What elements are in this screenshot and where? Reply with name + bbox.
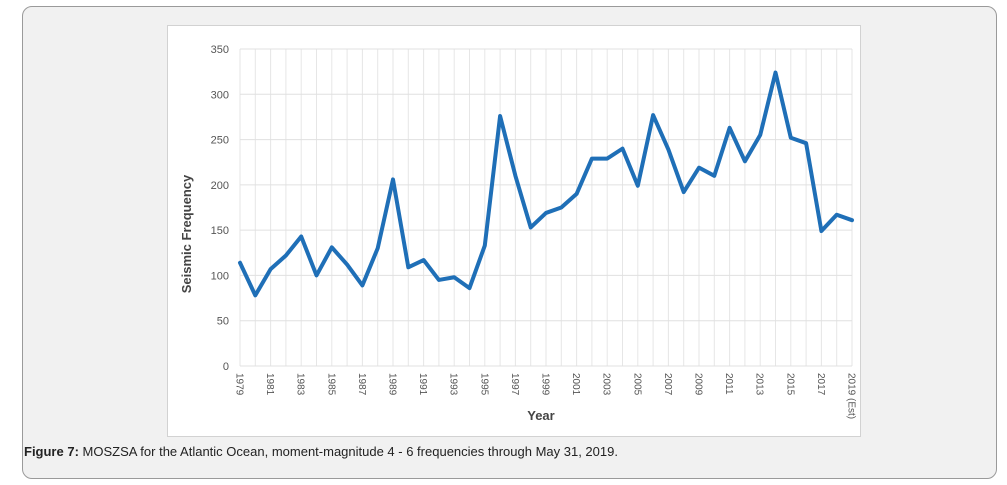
y-tick-label: 250 <box>211 135 229 147</box>
data-point <box>376 247 379 250</box>
y-axis-label: Seismic Frequency <box>179 174 194 293</box>
x-tick-label: 1985 <box>325 373 336 396</box>
x-tick-label: 1995 <box>478 373 489 396</box>
data-point <box>790 136 792 139</box>
x-tick-label: 2013 <box>754 373 765 396</box>
data-point <box>392 178 394 181</box>
data-point <box>851 219 853 221</box>
data-point <box>545 212 547 214</box>
data-point <box>820 230 823 232</box>
data-point <box>514 175 517 177</box>
data-point <box>407 266 410 269</box>
y-tick-label: 300 <box>211 89 229 101</box>
x-tick-label: 1983 <box>295 373 306 396</box>
x-tick-label: 1981 <box>264 373 275 396</box>
x-tick-label: 1993 <box>448 373 459 396</box>
x-tick-label: 2003 <box>601 373 612 396</box>
data-point <box>269 268 272 270</box>
y-tick-label: 0 <box>223 361 229 373</box>
x-tick-label: 2005 <box>631 373 642 396</box>
data-point <box>652 114 654 116</box>
x-tick-label: 2011 <box>723 373 734 395</box>
x-axis-label: Year <box>527 408 554 423</box>
data-point <box>499 115 501 117</box>
x-tick-label: 1999 <box>540 373 551 396</box>
data-point <box>575 193 578 195</box>
data-point <box>805 142 807 144</box>
data-point <box>422 259 425 261</box>
x-tick-label: 1991 <box>417 373 428 396</box>
y-tick-label: 50 <box>217 316 229 328</box>
y-tick-label: 200 <box>211 180 229 192</box>
data-point <box>300 235 302 238</box>
data-point <box>637 184 639 187</box>
x-tick-label: 2019 (Est) <box>846 373 857 419</box>
data-point <box>728 126 731 129</box>
x-tick-label: 2001 <box>570 373 581 396</box>
x-tick-label: 2009 <box>693 373 704 396</box>
y-tick-labels: 0 50 100 150 200 250 300 350 <box>211 44 229 373</box>
x-tick-label: 1997 <box>509 373 520 396</box>
data-point <box>682 191 685 193</box>
data-point <box>239 261 241 264</box>
y-tick-label: 150 <box>211 225 229 237</box>
grid-layer <box>239 48 853 367</box>
x-tick-label: 2017 <box>815 373 826 396</box>
data-point <box>606 157 608 160</box>
caption-label: Figure 7: <box>24 444 79 459</box>
data-point <box>285 254 287 257</box>
caption-text: MOSZSA for the Atlantic Ocean, moment-ma… <box>78 444 618 459</box>
data-point <box>621 147 624 150</box>
data-point <box>744 160 746 163</box>
data-point <box>315 274 318 277</box>
data-point <box>361 284 364 287</box>
x-tick-label: 2007 <box>662 373 673 396</box>
data-point <box>484 244 486 247</box>
data-point <box>453 276 456 279</box>
data-point <box>468 287 471 289</box>
figure-caption: Figure 7: MOSZSA for the Atlantic Ocean,… <box>24 444 618 459</box>
data-point <box>254 294 257 297</box>
data-point <box>713 175 716 177</box>
data-point <box>438 279 440 281</box>
x-tick-label: 1987 <box>356 373 367 396</box>
series-layer <box>238 70 854 298</box>
data-point <box>560 206 563 209</box>
chart-panel: 0 50 100 150 200 250 300 350 1979 1981 1983 1985 19… <box>167 25 861 437</box>
data-point <box>774 71 777 74</box>
data-point <box>835 213 838 216</box>
x-tick-label: 1989 <box>387 373 398 396</box>
data-point <box>698 166 700 169</box>
x-tick-label: 2015 <box>784 373 795 396</box>
data-point <box>529 226 532 229</box>
data-point <box>667 148 670 151</box>
y-tick-label: 350 <box>211 44 229 56</box>
data-point <box>346 263 348 266</box>
x-tick-label: 1979 <box>234 373 245 396</box>
x-tick-labels: 1979 1981 1983 1985 1987 1989 1991 1993 1995 1997… <box>234 373 857 419</box>
data-point <box>591 157 593 160</box>
y-tick-label: 100 <box>211 270 229 282</box>
data-point <box>331 246 333 249</box>
data-point <box>759 134 761 136</box>
